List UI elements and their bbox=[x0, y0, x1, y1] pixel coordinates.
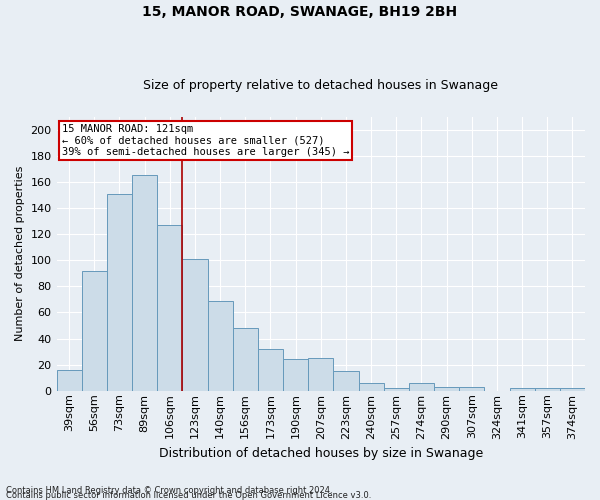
Text: 15 MANOR ROAD: 121sqm
← 60% of detached houses are smaller (527)
39% of semi-det: 15 MANOR ROAD: 121sqm ← 60% of detached … bbox=[62, 124, 349, 157]
Bar bbox=[459, 387, 484, 391]
Bar bbox=[132, 176, 157, 391]
Bar bbox=[509, 388, 535, 391]
Bar bbox=[409, 383, 434, 391]
Bar bbox=[359, 383, 383, 391]
Text: 15, MANOR ROAD, SWANAGE, BH19 2BH: 15, MANOR ROAD, SWANAGE, BH19 2BH bbox=[142, 5, 458, 19]
Bar bbox=[258, 349, 283, 391]
X-axis label: Distribution of detached houses by size in Swanage: Distribution of detached houses by size … bbox=[158, 447, 483, 460]
Bar bbox=[182, 259, 208, 391]
Bar bbox=[82, 270, 107, 391]
Bar bbox=[233, 328, 258, 391]
Text: Contains public sector information licensed under the Open Government Licence v3: Contains public sector information licen… bbox=[6, 491, 371, 500]
Bar bbox=[560, 388, 585, 391]
Bar bbox=[535, 388, 560, 391]
Text: Contains HM Land Registry data © Crown copyright and database right 2024.: Contains HM Land Registry data © Crown c… bbox=[6, 486, 332, 495]
Bar bbox=[107, 194, 132, 391]
Bar bbox=[383, 388, 409, 391]
Bar bbox=[334, 371, 359, 391]
Bar bbox=[208, 300, 233, 391]
Bar bbox=[434, 387, 459, 391]
Bar bbox=[56, 370, 82, 391]
Bar bbox=[283, 360, 308, 391]
Bar bbox=[157, 225, 182, 391]
Title: Size of property relative to detached houses in Swanage: Size of property relative to detached ho… bbox=[143, 79, 498, 92]
Bar bbox=[308, 358, 334, 391]
Y-axis label: Number of detached properties: Number of detached properties bbox=[15, 166, 25, 342]
